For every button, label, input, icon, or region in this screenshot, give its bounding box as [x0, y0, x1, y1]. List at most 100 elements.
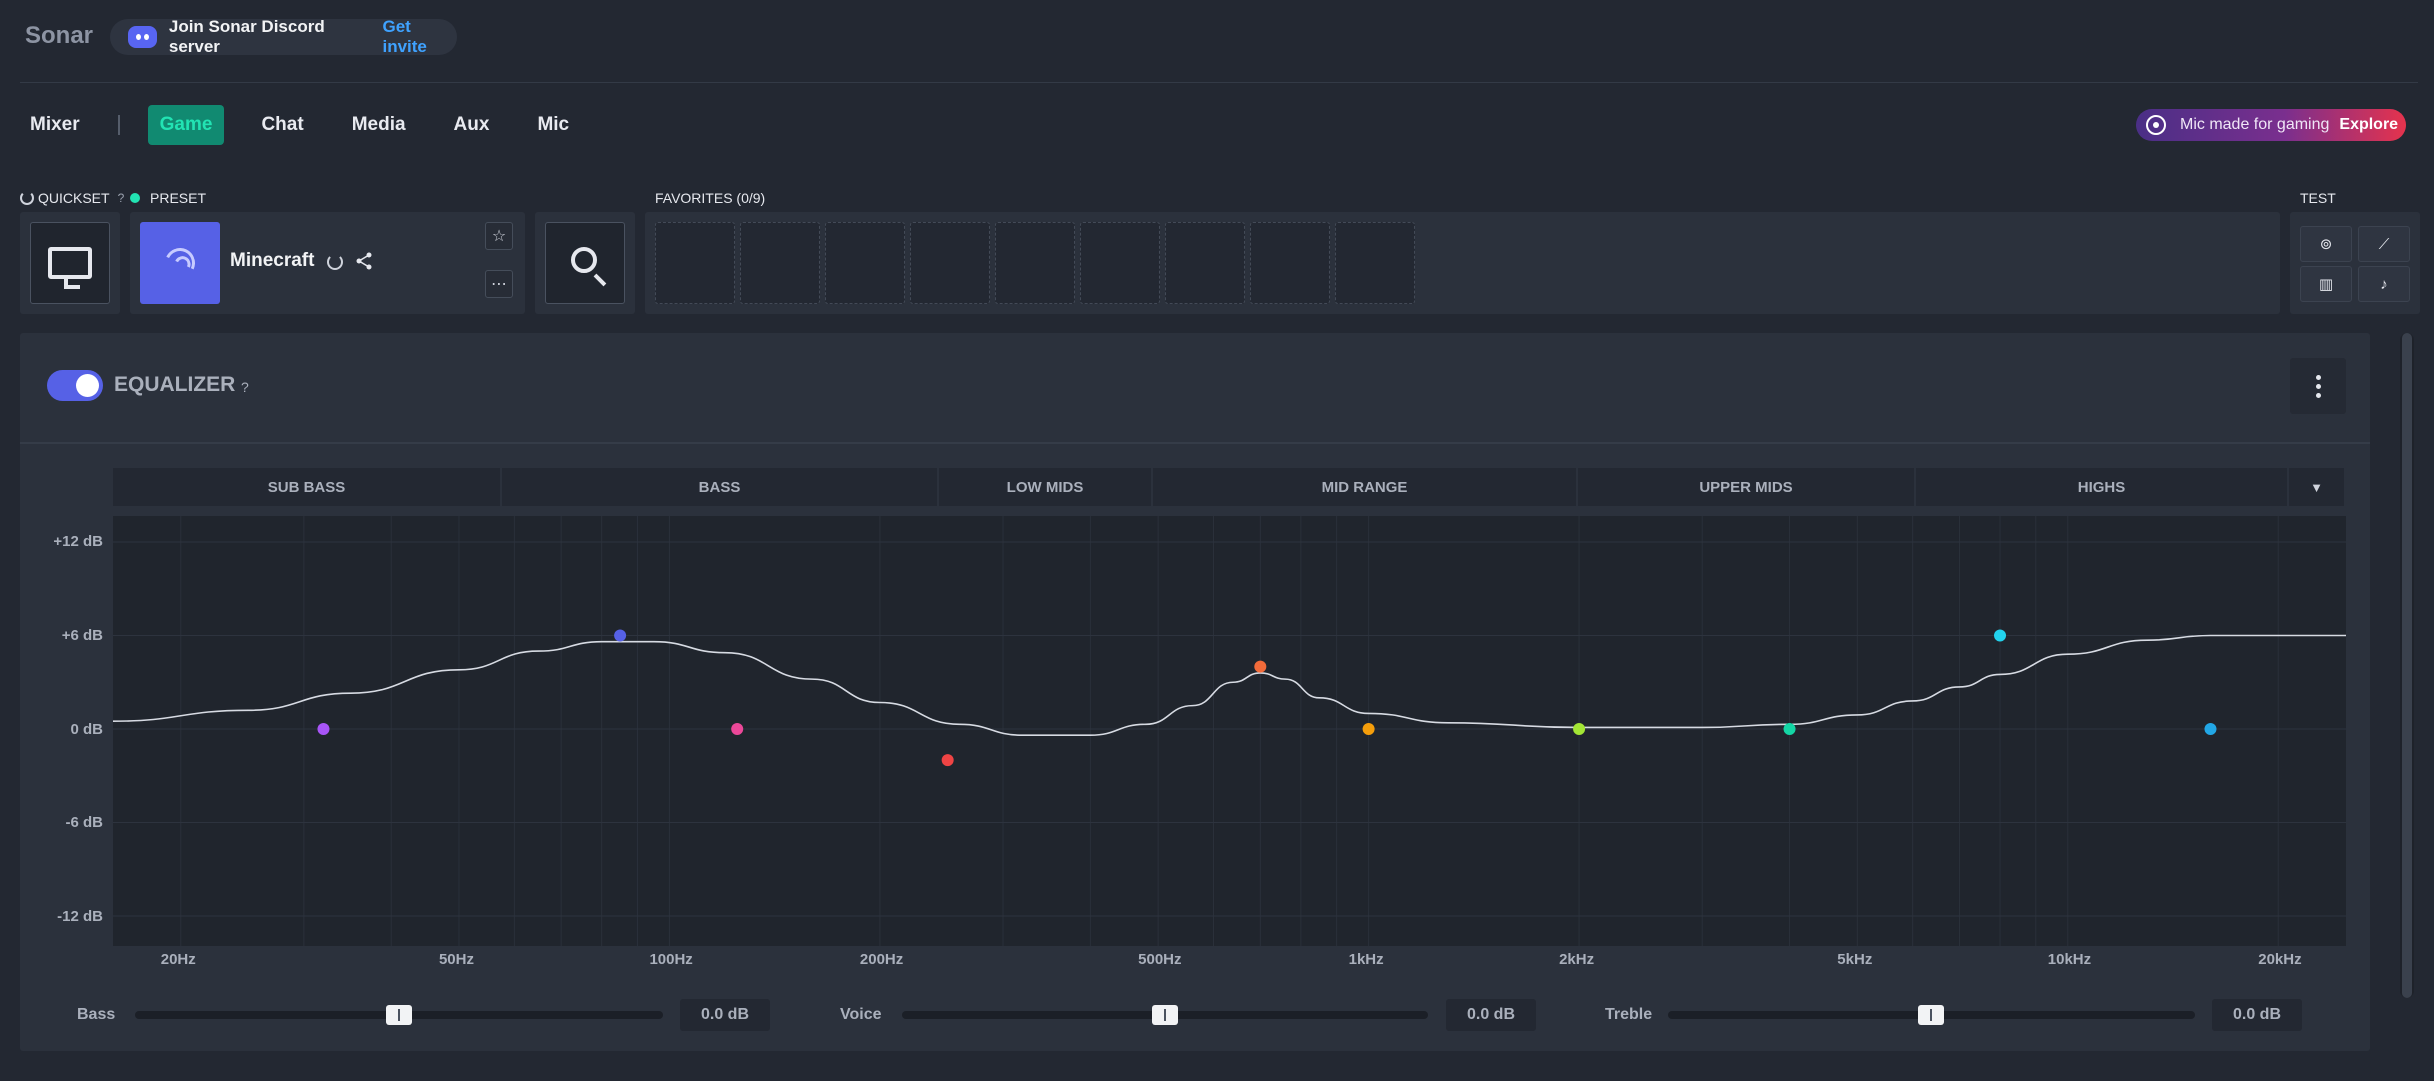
- tab-media[interactable]: Media: [351, 114, 406, 135]
- eq-band-node-9[interactable]: [1994, 629, 2007, 642]
- eq-graph[interactable]: [112, 516, 2346, 946]
- tab-chat[interactable]: Chat: [261, 114, 304, 135]
- band-sub-bass[interactable]: SUB BASS: [113, 468, 500, 506]
- preset-label: PRESET: [130, 190, 206, 206]
- test-panel: ⊚ ⟋ ▥ ♪: [2290, 212, 2420, 314]
- treble-value: 0.0 dB: [2212, 999, 2302, 1031]
- eq-response-curve: [112, 634, 2346, 737]
- test-media-button[interactable]: ▥: [2300, 266, 2352, 302]
- quickset-label: QUICKSET ?: [20, 190, 124, 206]
- x-tick-label: 5kHz: [1837, 951, 1873, 968]
- favorite-slot[interactable]: [1080, 222, 1160, 304]
- equalizer-header-divider: [20, 442, 2370, 444]
- favorite-slot[interactable]: [1165, 222, 1245, 304]
- equalizer-toggle[interactable]: [47, 370, 103, 401]
- band-low-mids[interactable]: LOW MIDS: [939, 468, 1151, 506]
- eq-band-node-1[interactable]: [317, 723, 330, 735]
- y-tick-label: -6 dB: [65, 814, 104, 831]
- preset-thumbnail[interactable]: [140, 222, 220, 304]
- search-icon: [571, 247, 597, 273]
- bass-label: Bass: [77, 1006, 116, 1023]
- tab-mixer[interactable]: Mixer: [30, 114, 80, 135]
- band-highs[interactable]: HIGHS: [1916, 468, 2287, 506]
- equalizer-title: EQUALIZER: [114, 373, 236, 396]
- eq-band-node-3[interactable]: [731, 723, 744, 735]
- preset-more-button[interactable]: ⋯: [485, 270, 513, 298]
- band-upper-mids[interactable]: UPPER MIDS: [1578, 468, 1914, 506]
- film-icon: ▥: [2318, 276, 2334, 293]
- sync-icon: [20, 191, 34, 205]
- eq-graph-svg[interactable]: [112, 516, 2346, 946]
- voice-slider-thumb[interactable]: [1152, 1005, 1178, 1025]
- x-tick-label: 100Hz: [649, 951, 693, 968]
- mic-promo-banner[interactable]: Mic made for gaming Explore: [2136, 109, 2406, 141]
- x-tick-label: 1kHz: [1348, 951, 1384, 968]
- tab-mic[interactable]: Mic: [537, 114, 570, 135]
- tab-separator: [117, 115, 120, 135]
- header-divider: [20, 82, 2418, 83]
- eq-band-node-5[interactable]: [1254, 660, 1267, 673]
- share-icon[interactable]: [355, 252, 373, 275]
- favorite-slot[interactable]: [910, 222, 990, 304]
- explore-link[interactable]: Explore: [2339, 116, 2399, 133]
- menu-dot: [2315, 392, 2321, 398]
- y-tick-label: +6 dB: [61, 627, 103, 644]
- quickset-help[interactable]: ?: [117, 191, 125, 205]
- tab-aux[interactable]: Aux: [453, 114, 490, 135]
- x-tick-label: 50Hz: [438, 951, 474, 968]
- favorites-label: FAVORITES (0/9): [655, 190, 766, 206]
- treble-label: Treble: [1605, 1006, 1653, 1023]
- more-horizontal-icon: ⋯: [491, 276, 507, 293]
- eq-band-node-7[interactable]: [1573, 723, 1586, 735]
- test-game-button[interactable]: ⊚: [2300, 226, 2352, 262]
- x-tick-label: 10kHz: [2047, 951, 2092, 968]
- eq-band-node-6[interactable]: [1362, 723, 1375, 735]
- treble-slider-thumb[interactable]: [1918, 1005, 1944, 1025]
- eq-band-node-8[interactable]: [1783, 723, 1796, 735]
- discord-invite-banner[interactable]: Join Sonar Discord server Get invite: [110, 17, 457, 56]
- monitor-icon: [48, 247, 92, 279]
- preset-status-dot: [130, 193, 140, 203]
- favorite-slot[interactable]: [995, 222, 1075, 304]
- equalizer-help[interactable]: ?: [241, 379, 249, 395]
- band-dropdown-button[interactable]: ▼: [2289, 468, 2344, 506]
- x-tick-label: 200Hz: [859, 951, 904, 968]
- band-mid-range[interactable]: MID RANGE: [1153, 468, 1576, 506]
- eq-band-node-10[interactable]: [2204, 723, 2217, 735]
- search-button[interactable]: [545, 222, 625, 304]
- music-icon: ♪: [2380, 275, 2388, 293]
- favorite-slot[interactable]: [655, 222, 735, 304]
- app-title: Sonar: [25, 22, 94, 49]
- x-tick-label: 2kHz: [1559, 951, 1595, 968]
- eq-band-node-4[interactable]: [941, 754, 954, 767]
- bass-slider-thumb[interactable]: [386, 1005, 412, 1025]
- get-invite-link[interactable]: Get invite: [382, 17, 427, 56]
- favorite-slot[interactable]: [1250, 222, 1330, 304]
- x-tick-label: 20kHz: [2258, 951, 2302, 968]
- y-tick-label: 0 dB: [70, 721, 103, 738]
- test-chat-button[interactable]: ⟋: [2358, 226, 2410, 262]
- test-label: TEST: [2300, 190, 2336, 206]
- page-scrollbar[interactable]: [2400, 333, 2414, 998]
- quickset-button[interactable]: [30, 222, 110, 304]
- discord-icon: [128, 26, 157, 48]
- preset-label-text: PRESET: [150, 190, 207, 206]
- gamepad-icon: ⊚: [2319, 236, 2333, 253]
- tab-game[interactable]: Game: [147, 105, 225, 145]
- band-selector: SUB BASS BASS LOW MIDS MID RANGE UPPER M…: [113, 468, 2346, 506]
- favorites-panel: [645, 212, 2280, 314]
- test-music-button[interactable]: ♪: [2358, 266, 2410, 302]
- preset-sync-icon[interactable]: [327, 254, 343, 270]
- favorite-slot[interactable]: [1335, 222, 1415, 304]
- y-tick-label: +12 dB: [53, 533, 103, 550]
- preset-panel: Minecraft ☆ ⋯: [130, 212, 525, 314]
- y-tick-label: -12 dB: [57, 908, 103, 925]
- favorite-slot[interactable]: [825, 222, 905, 304]
- band-bass[interactable]: BASS: [502, 468, 937, 506]
- search-panel: [535, 212, 635, 314]
- eq-band-node-2[interactable]: [614, 629, 627, 642]
- favorite-slot[interactable]: [740, 222, 820, 304]
- equalizer-menu-button[interactable]: [2290, 358, 2346, 414]
- x-tick-label: 500Hz: [1138, 951, 1182, 968]
- favorite-star-button[interactable]: ☆: [485, 222, 513, 250]
